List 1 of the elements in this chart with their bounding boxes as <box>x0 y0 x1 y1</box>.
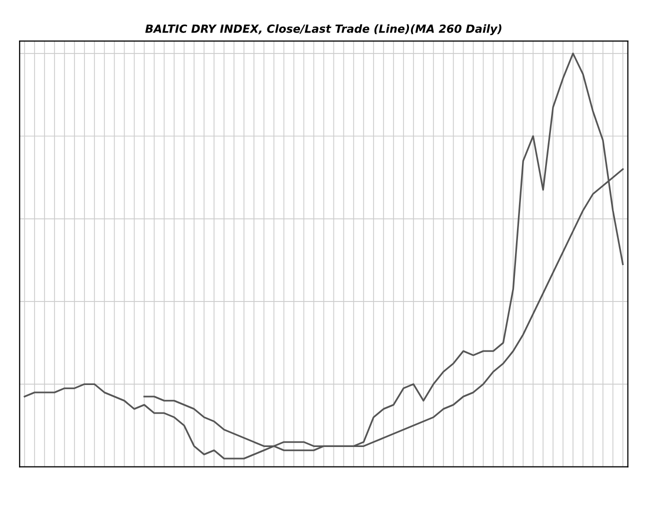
chart-title: BALTIC DRY INDEX, Close/Last Trade (Line)(MA 260 Daily) <box>145 24 502 36</box>
